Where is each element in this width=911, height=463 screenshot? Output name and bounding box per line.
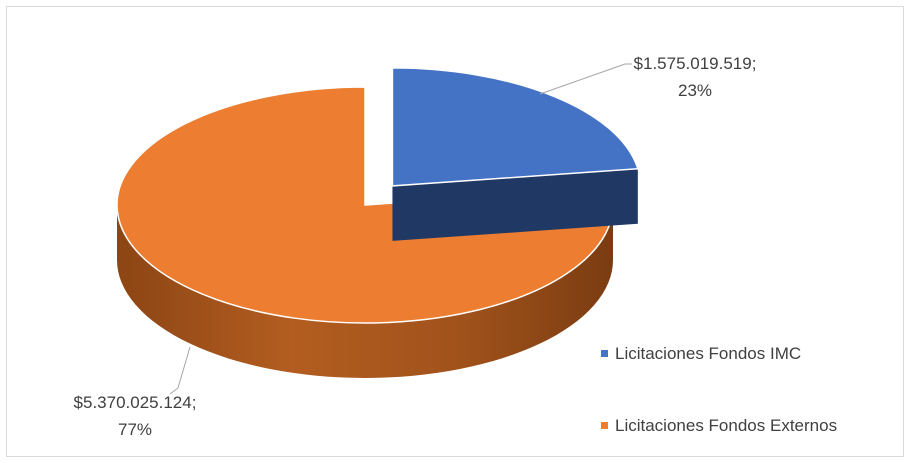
data-label-externos-percent: 77% bbox=[118, 420, 152, 439]
slice-side-externos bbox=[117, 205, 613, 378]
leader-line-imc bbox=[539, 63, 632, 95]
slice-top-imc bbox=[391, 67, 639, 187]
leader-line-externos bbox=[169, 346, 191, 395]
slice-top-externos bbox=[116, 86, 614, 324]
legend-swatch-imc bbox=[601, 350, 608, 357]
slice-cut-face-imc bbox=[392, 168, 638, 241]
data-label-imc-value: $1.575.019.519; bbox=[634, 54, 757, 73]
data-label-externos-value: $5.370.025.124; bbox=[74, 393, 197, 412]
legend-label-externos: Licitaciones Fondos Externos bbox=[615, 416, 837, 435]
legend-swatch-externos bbox=[601, 422, 608, 429]
legend-label-imc: Licitaciones Fondos IMC bbox=[615, 344, 801, 363]
slices-layer bbox=[116, 67, 639, 378]
data-label-imc-percent: 23% bbox=[678, 81, 712, 100]
legend: Licitaciones Fondos IMC Licitaciones Fon… bbox=[601, 344, 837, 435]
